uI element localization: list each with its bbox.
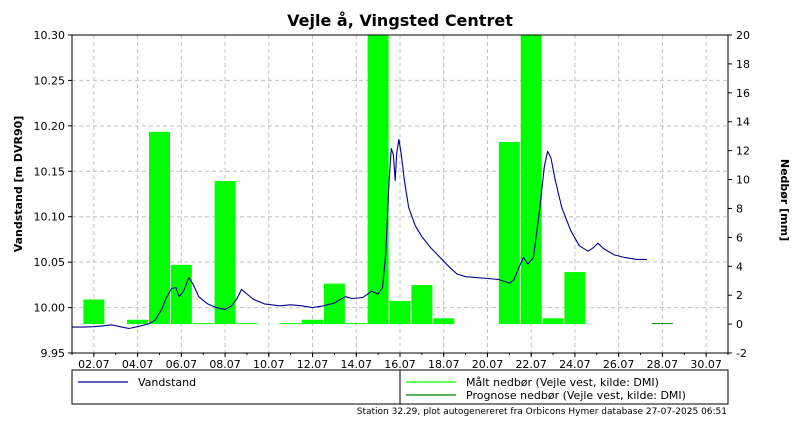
right-tick-label: 10 (736, 174, 750, 187)
left-tick-label: 10.00 (34, 302, 66, 315)
left-axis-label: Vandstand [m DVR90] (12, 116, 25, 253)
left-axis-ticks: 10.30 10.25 10.20 10.15 10.10 10.05 10.00 9.95 (34, 29, 72, 360)
right-tick-label: 8 (736, 202, 743, 215)
right-tick-label: 16 (736, 87, 750, 100)
rain-bar (433, 318, 455, 325)
legend-label-vandstand: Vandstand (138, 376, 196, 389)
rain-bar (214, 180, 236, 325)
chart-title: Vejle å, Vingsted Centret (287, 11, 513, 30)
x-tick-label: 06.07 (166, 358, 198, 371)
right-tick-label: -2 (736, 347, 747, 360)
forecast-bars (651, 323, 673, 325)
right-tick-label: 6 (736, 231, 743, 244)
rain-bar (127, 319, 149, 325)
x-tick-label: 24.07 (559, 358, 591, 371)
rain-bar (280, 323, 302, 325)
left-tick-label: 10.15 (34, 165, 66, 178)
right-tick-label: 14 (736, 116, 750, 129)
x-tick-label: 12.07 (297, 358, 329, 371)
right-tick-label: 4 (736, 260, 743, 273)
rain-bar (236, 323, 258, 325)
rain-bar (323, 283, 345, 325)
rain-bars (83, 35, 586, 325)
x-tick-label: 04.07 (122, 358, 154, 371)
footer-note: Station 32.29, plot autogenereret fra Or… (357, 407, 727, 417)
x-tick-label: 10.07 (253, 358, 285, 371)
rain-bar (389, 300, 411, 325)
x-tick-label: 14.07 (341, 358, 373, 371)
right-tick-label: 0 (736, 318, 743, 331)
legend-label-prognose: Prognose nedbør (Vejle vest, kilde: DMI) (466, 389, 686, 402)
vandstand-line (72, 138, 648, 330)
x-tick-label: 18.07 (428, 358, 460, 371)
rain-bar (411, 285, 433, 325)
right-axis-label: Nedbør [mm] (778, 159, 791, 241)
rain-bar (302, 319, 324, 325)
x-tick-label: 20.07 (472, 358, 504, 371)
rain-bar (520, 35, 542, 325)
left-tick-label: 9.95 (41, 347, 66, 360)
right-tick-label: 18 (736, 58, 750, 71)
x-tick-label: 28.07 (647, 358, 679, 371)
forecast-bar (651, 323, 673, 325)
left-tick-label: 10.20 (34, 120, 66, 133)
right-tick-label: 20 (736, 29, 750, 42)
x-tick-label: 30.07 (690, 358, 722, 371)
rain-bar (83, 299, 105, 325)
right-tick-label: 12 (736, 145, 750, 158)
right-tick-label: 2 (736, 289, 743, 302)
x-tick-label: 22.07 (515, 358, 547, 371)
rain-bar (542, 318, 564, 325)
legend-label-maalt: Målt nedbør (Vejle vest, kilde: DMI) (466, 376, 659, 389)
rain-bar (192, 323, 214, 325)
x-axis-ticks: 02.07 04.07 06.07 08.07 10.07 12.07 14.07 16.07… (71, 353, 729, 371)
left-tick-label: 10.05 (34, 256, 66, 269)
rain-bar (498, 141, 520, 325)
rain-bar (564, 272, 586, 325)
left-tick-label: 10.25 (34, 74, 66, 87)
vandstand-series (72, 138, 648, 330)
rain-bar (367, 35, 389, 325)
left-tick-label: 10.10 (34, 211, 66, 224)
rain-bar (345, 323, 367, 325)
x-tick-label: 26.07 (603, 358, 635, 371)
x-tick-label: 08.07 (209, 358, 241, 371)
left-tick-label: 10.30 (34, 29, 66, 42)
legend: Vandstand Målt nedbør (Vejle vest, kilde… (71, 369, 729, 405)
rain-bar (148, 131, 170, 325)
x-tick-label: 02.07 (78, 358, 110, 371)
x-tick-label: 16.07 (384, 358, 416, 371)
